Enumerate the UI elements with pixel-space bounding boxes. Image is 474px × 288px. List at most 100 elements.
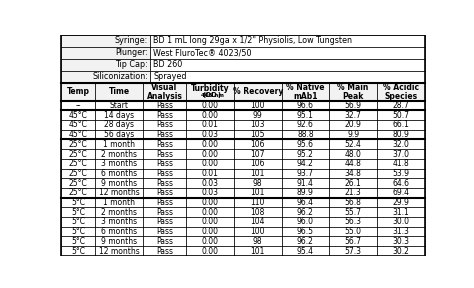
Bar <box>61 110 425 120</box>
Text: 26.1: 26.1 <box>345 179 362 187</box>
Text: Pass: Pass <box>156 227 173 236</box>
Text: 0.00: 0.00 <box>201 159 219 168</box>
Bar <box>377 130 425 139</box>
Text: 99: 99 <box>253 111 263 120</box>
Text: 0.00: 0.00 <box>201 247 219 255</box>
Text: 9 months: 9 months <box>101 237 137 246</box>
Text: Pass: Pass <box>156 159 173 168</box>
Text: 69.4: 69.4 <box>392 188 410 197</box>
Bar <box>61 227 425 236</box>
Bar <box>234 217 282 227</box>
Text: Pass: Pass <box>156 208 173 217</box>
Text: 101: 101 <box>251 188 265 197</box>
Bar <box>186 217 234 227</box>
Text: Pass: Pass <box>156 101 173 110</box>
Bar <box>186 207 234 217</box>
Text: 96.4: 96.4 <box>297 198 314 207</box>
Bar <box>61 110 95 120</box>
Bar <box>282 198 329 207</box>
Text: 57.3: 57.3 <box>345 247 362 255</box>
Text: 5°C: 5°C <box>71 198 85 207</box>
Bar <box>143 246 186 256</box>
Bar <box>61 217 95 227</box>
Text: 12 months: 12 months <box>99 188 139 197</box>
Bar <box>329 149 377 159</box>
Bar <box>234 178 282 188</box>
Bar <box>329 139 377 149</box>
Text: 105: 105 <box>250 130 265 139</box>
Bar <box>143 139 186 149</box>
Text: 53.9: 53.9 <box>392 169 410 178</box>
Bar <box>329 246 377 256</box>
Text: 100: 100 <box>250 101 265 110</box>
Text: 96.2: 96.2 <box>297 237 314 246</box>
Bar <box>95 178 143 188</box>
Text: % Recovery: % Recovery <box>233 87 283 96</box>
Bar <box>95 149 143 159</box>
Bar <box>282 236 329 246</box>
Bar <box>61 198 95 207</box>
Text: 2 months: 2 months <box>101 208 137 217</box>
Bar <box>61 120 425 130</box>
Bar <box>282 246 329 256</box>
Bar <box>329 130 377 139</box>
Bar <box>282 139 329 149</box>
Text: 25°C: 25°C <box>69 159 88 168</box>
Bar <box>143 227 186 236</box>
Bar <box>377 83 425 101</box>
Bar <box>282 188 329 198</box>
Bar <box>282 83 329 101</box>
Text: Turbidity: Turbidity <box>191 84 229 93</box>
Bar <box>329 110 377 120</box>
Text: 30.2: 30.2 <box>392 247 410 255</box>
Text: 96.5: 96.5 <box>297 227 314 236</box>
Text: 0.01: 0.01 <box>201 169 219 178</box>
Bar <box>282 110 329 120</box>
Bar <box>95 101 143 110</box>
Text: 0.03: 0.03 <box>201 188 219 197</box>
Text: 14 days: 14 days <box>104 111 134 120</box>
Bar <box>61 207 425 217</box>
Bar <box>61 178 95 188</box>
Bar <box>282 178 329 188</box>
Bar <box>234 101 282 110</box>
Bar <box>150 59 425 71</box>
Text: 106: 106 <box>250 140 265 149</box>
Text: Pass: Pass <box>156 120 173 129</box>
Text: 28 days: 28 days <box>104 120 134 129</box>
Text: 106: 106 <box>250 159 265 168</box>
Text: 0.00: 0.00 <box>201 140 219 149</box>
Bar <box>95 110 143 120</box>
Bar <box>186 159 234 168</box>
Text: 94.2: 94.2 <box>297 159 314 168</box>
Text: 95.1: 95.1 <box>297 111 314 120</box>
Bar <box>377 101 425 110</box>
Text: 32.7: 32.7 <box>345 111 362 120</box>
Bar <box>95 227 143 236</box>
Text: Pass: Pass <box>156 198 173 207</box>
Bar <box>377 149 425 159</box>
Bar <box>377 198 425 207</box>
Text: 0.00: 0.00 <box>201 149 219 158</box>
Bar <box>61 47 150 59</box>
Text: 32.0: 32.0 <box>392 140 410 149</box>
Text: 45°C: 45°C <box>69 120 88 129</box>
Text: 100: 100 <box>250 227 265 236</box>
Bar <box>329 178 377 188</box>
Text: 110: 110 <box>251 198 265 207</box>
Text: Pass: Pass <box>156 140 173 149</box>
Text: 95.2: 95.2 <box>297 149 314 158</box>
Text: 52.4: 52.4 <box>345 140 362 149</box>
Bar <box>329 207 377 217</box>
Text: 96.0: 96.0 <box>297 217 314 226</box>
Text: 25°C: 25°C <box>69 188 88 197</box>
Bar <box>186 188 234 198</box>
Bar <box>61 83 95 101</box>
Bar <box>377 168 425 178</box>
Text: 31.1: 31.1 <box>392 208 409 217</box>
Bar <box>61 139 95 149</box>
Text: 55.7: 55.7 <box>345 208 362 217</box>
Text: 96.6: 96.6 <box>297 101 314 110</box>
Text: 95.4: 95.4 <box>297 247 314 255</box>
Text: 0.03: 0.03 <box>201 130 219 139</box>
